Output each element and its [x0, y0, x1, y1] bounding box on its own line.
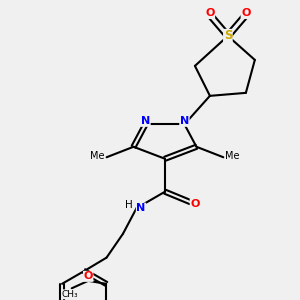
Text: O: O [83, 271, 93, 281]
Text: O: O [205, 8, 214, 19]
Text: H: H [125, 200, 133, 210]
Text: N: N [180, 116, 189, 126]
Text: N: N [136, 203, 146, 213]
Text: Me: Me [225, 151, 240, 161]
Text: O: O [190, 199, 200, 209]
Text: Me: Me [90, 151, 105, 161]
Text: N: N [141, 116, 150, 126]
Text: S: S [224, 29, 232, 42]
Text: O: O [241, 8, 250, 19]
Text: CH₃: CH₃ [62, 290, 79, 299]
